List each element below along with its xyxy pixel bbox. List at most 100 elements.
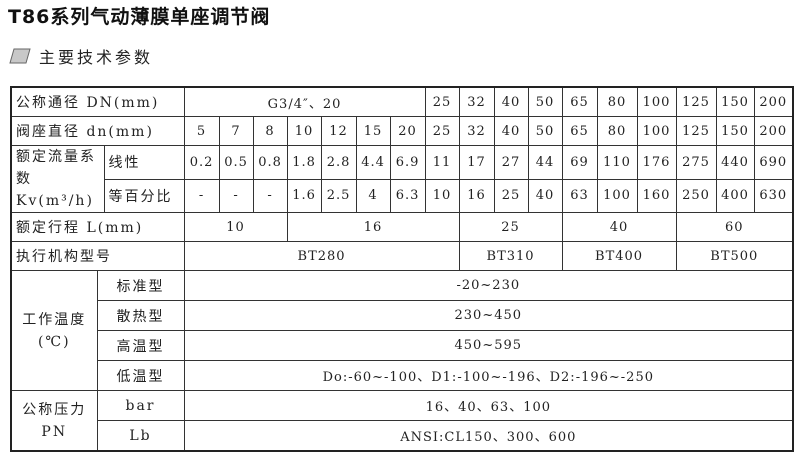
cell: -: [218, 178, 254, 213]
cell: 50: [527, 116, 563, 146]
row-kv-equal: 等百分比 - - -1.6 2.5 4 6.3 10 16 25 40 63 100 160 250 400…: [11, 178, 794, 213]
cell: 2.8: [320, 145, 357, 180]
row-kv-linear: 额定流量系数Kv(m³/h) 线性 0.2 0.5 0.8 1.8 2.8 4.4 6.9 1…: [10, 145, 794, 213]
cell: 200: [753, 86, 794, 117]
sub-label: bar: [96, 390, 185, 421]
cell: Do:-60~-100、D1:-100~-196、D2:-196~-250: [183, 360, 794, 391]
row-temp-heat: 散热型 230~450: [11, 300, 794, 331]
row-label: 阀座直径 dn(mm): [10, 116, 185, 146]
sub-label: 低温型: [96, 360, 185, 391]
cell: 0.2: [183, 145, 220, 180]
row-temp-high: 高温型 450~595: [11, 330, 794, 361]
cell: 0.5: [218, 145, 254, 180]
cell: 10: [286, 116, 322, 146]
cell: 40: [493, 86, 529, 117]
cell: 63: [561, 178, 598, 213]
cell: 7: [218, 116, 254, 146]
cell: 150: [715, 86, 755, 117]
cell: BT310: [458, 241, 563, 271]
cell: ANSI:CL150、300、600: [183, 420, 794, 452]
cell: 10: [424, 178, 460, 213]
row-label: 工作温度(℃): [10, 270, 98, 391]
cell: 25: [493, 178, 529, 213]
cell: 40: [527, 178, 563, 213]
cell: 176: [636, 145, 677, 180]
row-label: 公称压力PN: [10, 390, 98, 452]
row-stroke: 额定行程 L(mm) 10 16 25 40 60: [10, 212, 794, 242]
cell: -: [252, 178, 288, 213]
parallelogram-icon: [9, 48, 31, 64]
cell: 40: [561, 212, 677, 242]
cell: 32: [458, 86, 495, 117]
cell: 60: [675, 212, 794, 242]
cell: 4: [355, 178, 391, 213]
row-temp-standard: 工作温度(℃) 标准型 -20~230: [10, 270, 794, 391]
cell: 1.8: [286, 145, 322, 180]
cell: 4.4: [355, 145, 391, 180]
cell: 65: [561, 86, 598, 117]
cell: 15: [355, 116, 391, 146]
cell: G3/4″、20: [183, 86, 426, 117]
cell: 69: [561, 145, 598, 180]
cell: 6.3: [389, 178, 426, 213]
cell: 100: [596, 178, 638, 213]
row-temp-low: 低温型 Do:-60~-100、D1:-100~-196、D2:-196~-25…: [11, 360, 794, 391]
sub-label: 线性: [103, 145, 185, 180]
section-header: 主要技术参数: [9, 44, 153, 68]
cell: 100: [636, 86, 677, 117]
cell: 230~450: [183, 300, 794, 331]
cell: 16: [458, 178, 495, 213]
cell: 630: [753, 178, 794, 213]
cell: -: [183, 178, 220, 213]
cell: BT280: [183, 241, 460, 271]
sub-label: 标准型: [96, 270, 185, 301]
cell: 5: [183, 116, 220, 146]
cell: 0.8: [252, 145, 288, 180]
cell: 25: [424, 116, 460, 146]
cell: 110: [596, 145, 638, 180]
cell: -20~230: [183, 270, 794, 301]
cell: 20: [389, 116, 426, 146]
cell: BT400: [561, 241, 677, 271]
row-actuator: 执行机构型号 BT280 BT310 BT400 BT500: [10, 241, 794, 271]
cell: 125: [675, 116, 717, 146]
row-pressure-lb: Lb ANSI:CL150、300、600: [11, 420, 794, 452]
row-label: 执行机构型号: [10, 241, 185, 271]
cell: 100: [636, 116, 677, 146]
cell: 8: [252, 116, 288, 146]
cell: 275: [675, 145, 717, 180]
cell: 80: [596, 116, 638, 146]
cell: 27: [493, 145, 529, 180]
cell: 440: [715, 145, 755, 180]
cell: 16、40、63、100: [183, 390, 794, 421]
cell: 450~595: [183, 330, 794, 361]
cell: 25: [458, 212, 563, 242]
cell: 200: [753, 116, 794, 146]
cell: 150: [715, 116, 755, 146]
cell: 44: [527, 145, 563, 180]
cell: 50: [527, 86, 563, 117]
cell: 690: [753, 145, 794, 180]
cell: 1.6: [286, 178, 322, 213]
row-label: 额定流量系数Kv(m³/h): [10, 145, 105, 213]
sub-label: 散热型: [96, 300, 185, 331]
cell: 16: [286, 212, 460, 242]
page-title: T86系列气动薄膜单座调节阀: [8, 6, 271, 28]
cell: 160: [636, 178, 677, 213]
cell: BT500: [675, 241, 794, 271]
cell: 250: [675, 178, 717, 213]
cell: 12: [320, 116, 357, 146]
sub-label: Lb: [96, 420, 185, 452]
cell: 2.5: [320, 178, 357, 213]
cell: 32: [458, 116, 495, 146]
cell: 25: [424, 86, 460, 117]
cell: 400: [715, 178, 755, 213]
row-seat-dn: 阀座直径 dn(mm) 5 7 8 10 12 15 20 25 32 40 50 65 80 100 12…: [10, 116, 794, 146]
cell: 6.9: [389, 145, 426, 180]
cell: 17: [458, 145, 495, 180]
cell: 65: [561, 116, 598, 146]
row-label: 公称通径 DN(mm): [10, 86, 185, 117]
row-pressure-bar: 公称压力PN bar 16、40、63、100: [10, 390, 794, 452]
cell: 125: [675, 86, 717, 117]
cell: 80: [596, 86, 638, 117]
